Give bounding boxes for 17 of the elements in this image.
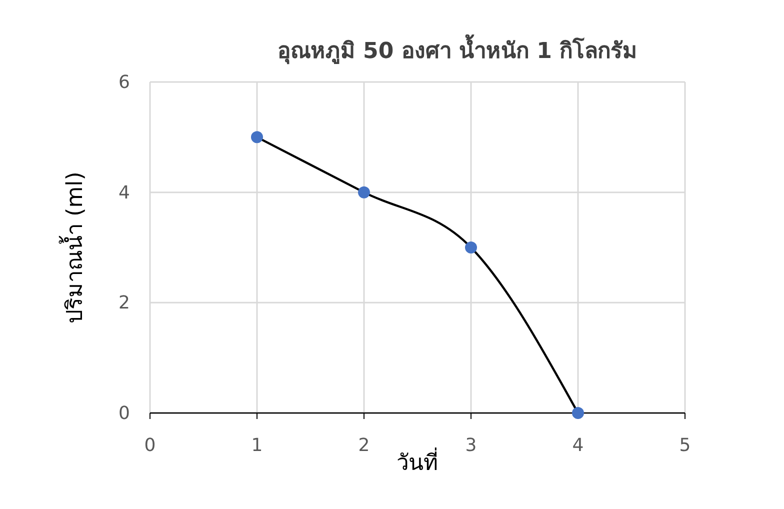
x-tick-label: 1 [251, 435, 263, 456]
y-tick-label: 2 [118, 292, 130, 314]
point [358, 186, 370, 198]
point [251, 131, 263, 144]
y-axis-title: ปริมาณน้ำ (ml) [59, 172, 88, 324]
x-tick-label: 2 [358, 435, 370, 456]
y-tick-label: 6 [118, 72, 130, 93]
y-tick-label: 0 [118, 403, 130, 424]
y-tick-label: 4 [118, 182, 130, 204]
x-tick-label: 0 [144, 435, 156, 456]
point [465, 242, 477, 254]
x-tick-label: 4 [572, 435, 584, 456]
point [572, 407, 584, 419]
x-tick-label: 3 [465, 435, 477, 456]
chart-title: อุณหภูมิ 50 องศา น้ำหนัก 1 กิโลกรัม [277, 34, 638, 65]
x-axis-title: วันที่ [396, 447, 438, 476]
x-tick-label: 5 [679, 435, 691, 456]
